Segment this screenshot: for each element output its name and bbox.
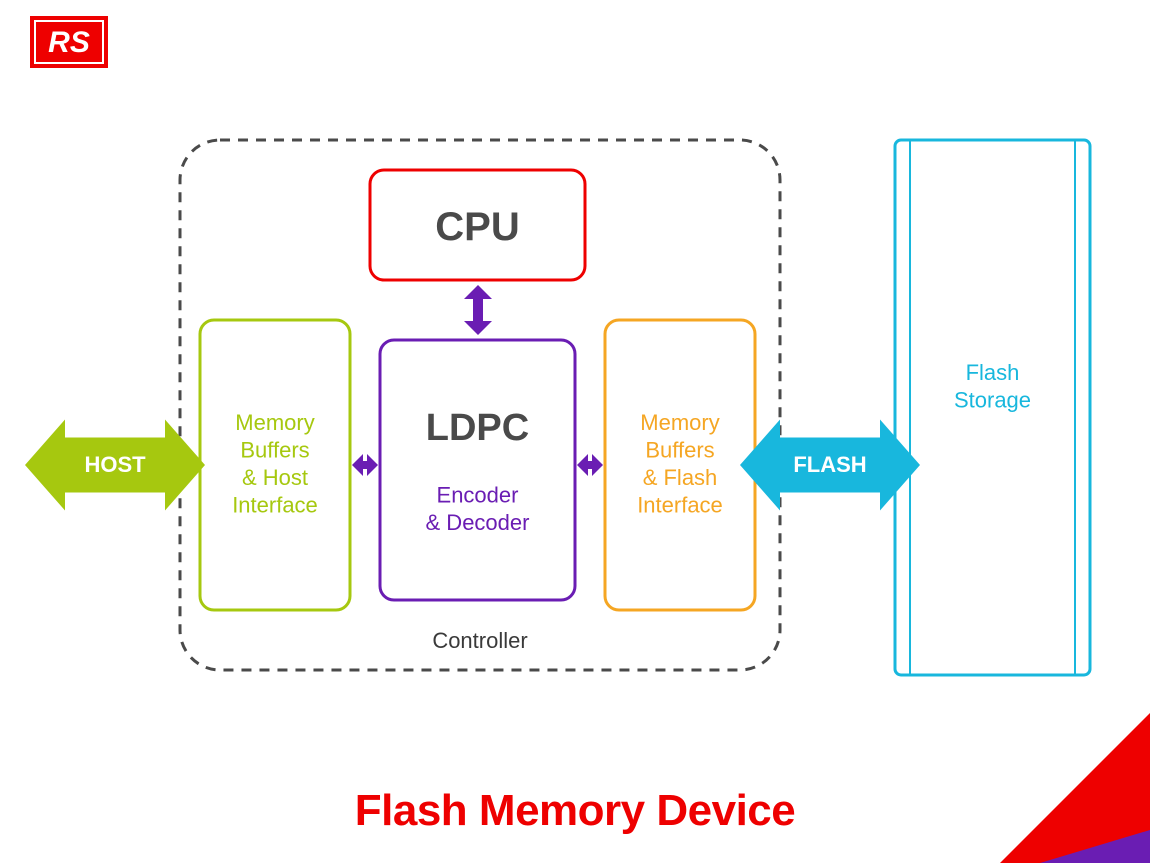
svg-text:CPU: CPU — [435, 205, 519, 249]
svg-text:RS: RS — [48, 26, 90, 59]
svg-text:Controller: Controller — [432, 628, 527, 653]
svg-text:FLASH: FLASH — [793, 452, 866, 477]
svg-text:HOST: HOST — [84, 452, 146, 477]
diagram-canvas: RSControllerCPULDPCEncoder& DecoderMemor… — [0, 0, 1150, 863]
svg-text:LDPC: LDPC — [426, 407, 529, 449]
diagram-title: Flash Memory Device — [0, 786, 1150, 836]
